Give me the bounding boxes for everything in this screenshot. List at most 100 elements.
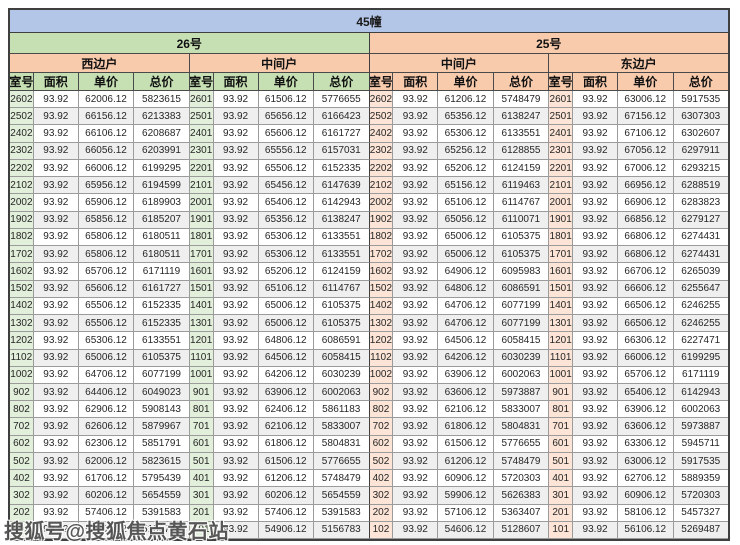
table-cell: 63006.12 [618,452,674,471]
table-cell: 93.92 [33,159,79,178]
column-header-总价: 总价 [493,73,550,91]
table-cell: 6086591 [314,332,370,350]
table-row: 702 93.92 62606.12 5879967 701 93.92 62106.12 5… [10,418,728,436]
table-row: 2602 93.92 62006.12 5823615 2601 93.92 61506.1… [10,91,728,109]
room-number-cell: 1802 [369,228,394,247]
table-cell: 5626383 [493,487,550,505]
table-cell: 67156.12 [618,108,674,126]
room-number-cell: 1801 [549,228,574,247]
room-number-cell: 601 [189,435,214,453]
table-cell: 65506.12 [78,297,135,316]
table-cell: 65506.12 [78,315,135,333]
table-cell: 6058415 [493,332,550,350]
room-number-cell: 2302 [369,142,394,160]
room-number-cell: 2301 [549,142,574,160]
room-number-cell: 2601 [189,91,214,109]
table-cell: 61206.12 [258,470,315,488]
table-cell: 6208687 [134,125,190,143]
table-cell: 93.92 [33,504,79,522]
room-number-cell: 2302 [10,142,34,160]
table-cell: 65006.12 [78,349,135,367]
table-cell: 93.92 [33,263,79,281]
room-number-cell: 701 [189,418,214,436]
table-cell: 93.92 [33,297,79,316]
table-cell: 93.92 [393,263,439,281]
column-header-室号: 室号 [549,73,574,91]
table-cell: 93.92 [393,108,439,126]
table-cell: 6077199 [493,315,550,333]
table-cell: 64506.12 [258,349,315,367]
table-cell: 93.92 [213,521,259,540]
room-number-cell: 2002 [369,194,394,212]
table-cell: 5973887 [493,383,550,402]
table-cell: 93.92 [33,349,79,367]
table-cell: 56106.12 [618,521,674,540]
table-cell: 65006.12 [438,228,494,247]
room-number-cell: 1602 [10,263,34,281]
section-header-row: 26号 25号 [10,33,728,54]
table-cell: 93.92 [33,452,79,471]
room-number-cell: 1702 [10,246,34,264]
table-cell: 5879967 [134,418,190,436]
table-cell: 93.92 [213,435,259,453]
table-cell: 93.92 [393,194,439,212]
table-cell: 63606.12 [618,418,674,436]
room-number-cell: 2402 [369,125,394,143]
room-number-cell: 1602 [369,263,394,281]
room-number-cell: 1302 [369,315,394,333]
table-cell: 66956.12 [618,177,674,195]
room-number-cell: 2501 [189,108,214,126]
table-cell: 5457327 [673,505,728,522]
table-cell: 93.92 [33,246,79,264]
room-number-cell: 101 [189,521,214,540]
table-cell: 6166423 [314,108,370,126]
table-cell: 65256.12 [438,142,494,160]
column-header-室号: 室号 [189,73,214,91]
room-number-cell: 1701 [189,246,214,264]
room-number-cell: 1901 [189,211,214,229]
room-number-cell: 2102 [10,177,34,195]
table-cell: 61806.12 [438,418,494,436]
section-25-header: 25号 [369,33,728,54]
table-cell: 65556.12 [258,142,315,160]
room-number-cell: 2001 [549,194,574,212]
table-row: 1002 93.92 64706.12 6077199 1001 93.92 64206.1… [10,366,728,384]
room-number-cell: 802 [369,401,394,419]
table-cell: 64506.12 [438,332,494,350]
sohu-watermark: 搜狐号@搜狐焦点黄石站 [4,521,230,543]
table-cell: 61506.12 [258,452,315,471]
table-cell: 93.92 [573,452,619,471]
table-cell: 93.92 [33,315,79,333]
column-header-row: 室号 面积 单价 总价 室号 面积 单价 总价 室号 面积 单价 总价 室号 面积 单价 总价 [10,73,728,91]
column-header-室号: 室号 [10,73,34,91]
table-cell: 61506.12 [438,435,494,453]
table-cell: 6171119 [673,367,728,384]
room-number-cell: 1801 [189,228,214,247]
table-cell: 65906.12 [78,194,135,212]
table-cell: 93.92 [573,211,619,229]
table-cell: 93.92 [213,211,259,229]
table-cell: 5654559 [134,487,190,505]
table-cell: 66506.12 [618,315,674,333]
table-cell: 6227471 [673,332,728,350]
table-cell: 63606.12 [438,383,494,402]
table-cell: 61206.12 [438,452,494,471]
room-number-cell: 501 [189,452,214,471]
table-cell: 65456.12 [258,177,315,195]
table-cell: 65856.12 [78,211,135,229]
room-number-cell: 1102 [369,349,394,367]
table-cell: 65156.12 [438,177,494,195]
room-number-cell: 1902 [369,211,394,229]
table-cell: 60206.12 [78,487,135,505]
room-number-cell: 402 [369,470,394,488]
table-row: 2502 93.92 66156.12 6213383 2501 93.92 65656.1… [10,108,728,126]
table-cell: 93.92 [33,521,79,540]
table-cell: 6128855 [493,142,550,160]
room-number-cell: 102 [10,521,34,540]
room-number-cell: 2602 [10,91,34,109]
table-cell: 93.92 [393,125,439,143]
table-cell: 5917535 [673,91,728,109]
table-cell: 64806.12 [438,280,494,298]
table-cell: 93.92 [213,177,259,195]
